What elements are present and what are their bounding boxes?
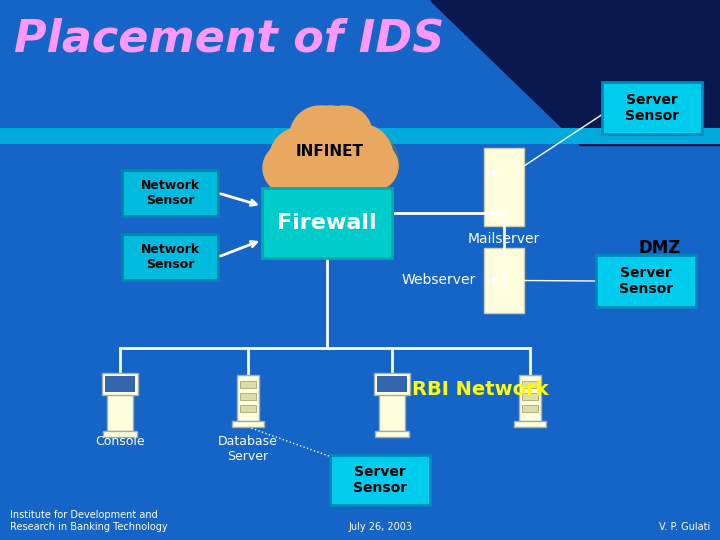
Text: Webserver: Webserver [402,273,476,287]
Circle shape [275,133,341,199]
FancyBboxPatch shape [240,381,256,388]
FancyBboxPatch shape [522,381,538,388]
FancyBboxPatch shape [375,431,409,437]
Text: July 26, 2003: July 26, 2003 [348,522,412,532]
FancyBboxPatch shape [103,431,137,437]
FancyBboxPatch shape [379,393,405,431]
Text: Mailserver: Mailserver [468,232,540,246]
FancyBboxPatch shape [102,373,138,395]
Text: INFINET: INFINET [296,145,364,159]
FancyBboxPatch shape [240,405,256,412]
Circle shape [327,124,393,190]
Circle shape [269,127,335,193]
FancyBboxPatch shape [0,128,720,144]
FancyBboxPatch shape [522,393,538,400]
FancyBboxPatch shape [522,405,538,412]
Text: Server
Sensor: Server Sensor [353,465,407,495]
Circle shape [316,106,372,162]
Text: Server
Sensor: Server Sensor [625,93,679,123]
FancyBboxPatch shape [484,148,524,226]
FancyBboxPatch shape [237,375,259,421]
Text: Database
Server: Database Server [218,435,278,463]
Text: Network
Sensor: Network Sensor [140,243,199,271]
FancyBboxPatch shape [122,170,218,216]
FancyBboxPatch shape [377,376,407,392]
Circle shape [263,143,313,193]
FancyBboxPatch shape [105,376,135,392]
Text: Placement of IDS: Placement of IDS [14,18,444,61]
FancyBboxPatch shape [330,455,430,505]
FancyBboxPatch shape [602,82,702,134]
Circle shape [292,114,380,202]
Text: V. P. Gulati: V. P. Gulati [659,522,710,532]
FancyBboxPatch shape [262,188,392,258]
FancyBboxPatch shape [374,373,410,395]
Text: Console: Console [95,435,145,448]
FancyBboxPatch shape [519,375,541,421]
FancyBboxPatch shape [232,421,264,427]
Circle shape [350,142,398,190]
Circle shape [286,106,374,194]
FancyBboxPatch shape [484,248,524,313]
FancyBboxPatch shape [596,255,696,307]
Circle shape [290,106,350,166]
Circle shape [333,130,399,196]
Polygon shape [430,0,720,145]
Text: DMZ: DMZ [639,239,681,257]
FancyBboxPatch shape [514,421,546,427]
FancyBboxPatch shape [240,393,256,400]
FancyBboxPatch shape [122,234,218,280]
Text: Institute for Development and
Research in Banking Technology: Institute for Development and Research i… [10,510,168,532]
Text: Firewall: Firewall [277,213,377,233]
Text: RBI Network: RBI Network [412,380,549,399]
Text: Server
Sensor: Server Sensor [619,266,673,296]
Text: Network
Sensor: Network Sensor [140,179,199,207]
FancyBboxPatch shape [107,393,133,431]
